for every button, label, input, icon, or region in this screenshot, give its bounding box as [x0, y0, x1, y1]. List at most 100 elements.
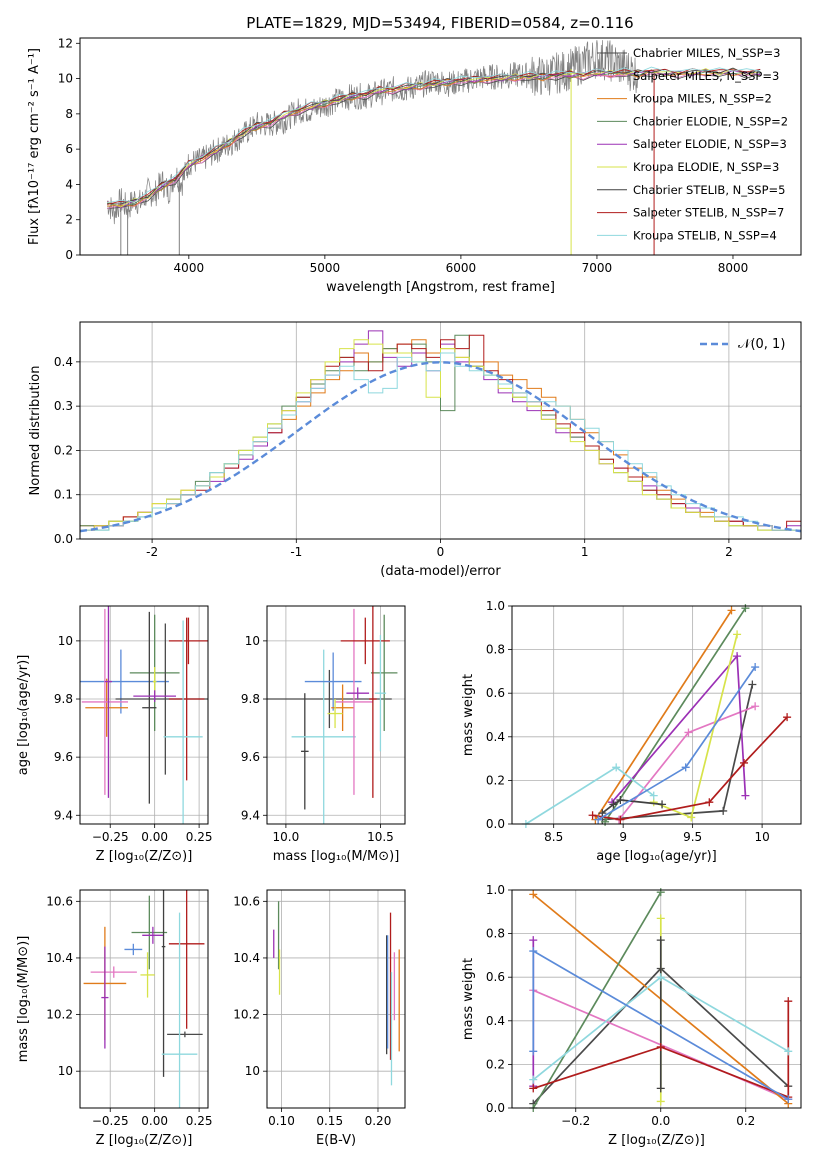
model-line — [107, 68, 761, 209]
y-tick-label: 1.0 — [486, 599, 505, 613]
weight-series-line — [653, 634, 738, 819]
x-tick-label: -2 — [146, 545, 158, 559]
weight-marker — [588, 811, 597, 820]
errorbar-point — [142, 926, 164, 944]
y-tick-label: 10.4 — [46, 951, 73, 965]
weight-marker — [687, 813, 696, 822]
weight-marker — [598, 809, 607, 818]
y-tick-label: 2 — [65, 213, 73, 227]
errorbar-point — [168, 617, 208, 665]
errorbar-point — [291, 649, 356, 824]
weight-marker — [784, 1095, 793, 1104]
y-tick-label: 6 — [65, 142, 73, 156]
y-tick-label: 0.4 — [486, 730, 505, 744]
weight-series-line — [532, 891, 662, 1109]
mass-vs-Z-panel: −0.25 0.00 0.25 10 10.2 10.4 10.6 Z [log₁₀(Z/Z⊙… — [16, 889, 212, 1148]
errorbar-point — [301, 693, 309, 810]
errorbar-body — [267, 606, 398, 824]
weight-marker — [656, 936, 665, 945]
y-tick-label: 10.6 — [233, 894, 260, 908]
errorbar-body — [83, 890, 205, 1108]
legend-label: Kroupa STELIB, N_SSP=4 — [633, 228, 777, 242]
weight-marker — [733, 652, 742, 661]
y-axis-label: mass weight — [461, 958, 476, 1040]
errorbar-point — [304, 652, 362, 711]
plot-frame — [79, 37, 802, 256]
errorbar-point — [133, 690, 176, 702]
weight-series-line — [594, 609, 733, 821]
legend-label: Kroupa MILES, N_SSP=2 — [633, 92, 772, 106]
model-line — [107, 67, 761, 205]
y-tick-label: 10 — [58, 72, 73, 86]
errorbar-point — [140, 952, 155, 998]
y-tick-label: 10.6 — [46, 894, 73, 908]
errorbar-point — [90, 966, 137, 978]
y-tick-label: 0.1 — [54, 488, 73, 502]
errorbar-point — [101, 946, 109, 1049]
plot-frame — [79, 321, 802, 540]
residuals-panel: -2 -1 0 1 2 0.0 0.1 0.2 0.3 0.4 (data-model)/error… — [28, 321, 802, 579]
spectrum-data-line — [106, 40, 639, 225]
grid — [267, 890, 405, 1108]
x-axis-label: Z [log₁₀(Z/Z⊙)] — [96, 1133, 193, 1148]
x-tick-label: 0.0 — [651, 1114, 670, 1128]
errorbar-point — [335, 608, 373, 795]
y-axis-label: mass [log₁₀(M/M⊙)] — [16, 936, 31, 1063]
weight-marker — [656, 1097, 665, 1106]
plot-frame — [79, 889, 209, 1109]
weight-marker — [612, 763, 621, 772]
weight-marker — [658, 800, 667, 809]
y-tick-label: 9.8 — [54, 692, 73, 706]
weight-marker — [783, 713, 792, 722]
y-tick-label: 10 — [58, 634, 73, 648]
weight-marker — [784, 997, 793, 1006]
x-tick-label: 0.2 — [736, 1114, 755, 1128]
x-axis-label: Z [log₁₀(Z/Z⊙)] — [608, 1133, 705, 1148]
y-tick-label: 0.8 — [486, 643, 505, 657]
x-tick-label: 9 — [619, 830, 627, 844]
y-axis-label: mass weight — [461, 674, 476, 756]
weight-marker — [616, 796, 625, 805]
legend-label: Chabrier MILES, N_SSP=3 — [633, 46, 780, 60]
x-axis-label: E(B-V) — [316, 1133, 356, 1148]
errorbar-point — [369, 606, 377, 798]
y-tick-label: 10.2 — [46, 1008, 73, 1022]
weight-marker — [656, 1084, 665, 1093]
y-tick-label: 9.6 — [54, 750, 73, 764]
y-tick-label: 0.3 — [54, 399, 73, 413]
x-tick-label: 4000 — [174, 261, 205, 275]
x-tick-label: 0.00 — [141, 830, 168, 844]
errorbar-point — [161, 890, 166, 1077]
x-tick-label: 10 — [754, 830, 769, 844]
x-tick-label: 2 — [725, 545, 733, 559]
x-tick-label: 10.0 — [273, 830, 300, 844]
plot-frame — [266, 889, 406, 1109]
errorbar-point — [124, 943, 143, 956]
plot-frame — [511, 605, 802, 825]
weight-body — [529, 888, 793, 1112]
weight-marker — [594, 815, 603, 824]
errorbar-body — [273, 901, 400, 1086]
x-tick-label: 6000 — [446, 261, 477, 275]
weight-marker — [784, 1047, 793, 1056]
x-tick-label: 1 — [581, 545, 589, 559]
y-tick-label: 0.0 — [486, 1101, 505, 1115]
age-vs-mass-panel: 10.0 10.5 9.4 9.6 9.8 10 mass [log₁₀(M/M⊙)] — [241, 605, 406, 864]
errorbar-point — [327, 699, 343, 729]
model-line — [107, 68, 761, 205]
y-tick-label: 0.2 — [486, 1057, 505, 1071]
weight-marker — [656, 914, 665, 923]
errorbar-point — [168, 617, 205, 781]
weight-marker — [609, 800, 618, 809]
errorbar-point — [163, 620, 203, 824]
spectrum-legend: Chabrier MILES, N_SSP=3 Salpeter MILES, N… — [597, 46, 788, 242]
weight-marker — [681, 763, 690, 772]
y-tick-label: 0.0 — [486, 817, 505, 831]
x-tick-label: 0.10 — [268, 1114, 295, 1128]
legend-label: Chabrier STELIB, N_SSP=5 — [633, 183, 785, 197]
y-tick-label: 10 — [245, 1064, 260, 1078]
weight-marker — [684, 728, 693, 737]
weight-marker — [727, 606, 736, 615]
y-tick-label: 9.6 — [241, 750, 260, 764]
